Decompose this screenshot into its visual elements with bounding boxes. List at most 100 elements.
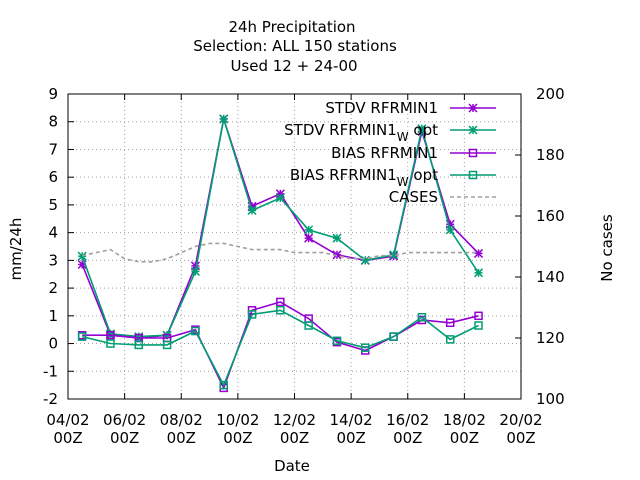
y-axis-label: mm/24h	[7, 218, 25, 281]
legend-label-main: BIAS RFRMIN1	[290, 166, 397, 184]
title-line-3: Used 12 + 24-00	[230, 57, 357, 75]
title-line-1: 24h Precipitation	[228, 18, 355, 36]
point-marker-square	[474, 321, 483, 330]
legend-label-main: STDV RFRMIN1	[284, 121, 397, 139]
legend-label: STDV RFRMIN1	[325, 99, 438, 117]
legend-label-tail: opt	[409, 166, 438, 184]
y-axis-ticks: -2 -1 0 1 2 3 4 5 6 7 8 9	[43, 85, 74, 408]
point-marker-x	[389, 250, 399, 260]
legend-label-tail: opt	[409, 121, 438, 139]
y2-tick-label: 200	[536, 85, 565, 103]
x-tick-label-time: 00Z	[280, 429, 309, 447]
point-marker-square	[106, 339, 115, 348]
y-tick-label: -2	[43, 390, 58, 408]
series-1	[77, 114, 484, 342]
x-tick-label-time: 00Z	[450, 429, 479, 447]
point-marker-x	[77, 251, 87, 261]
point-marker-square	[445, 318, 455, 327]
point-marker-x	[134, 332, 144, 342]
y-tick-label: 8	[48, 113, 58, 131]
legend-label-subscript: W	[397, 130, 409, 144]
x-tick-label-time: 00Z	[223, 429, 252, 447]
point-marker-square	[474, 311, 483, 321]
x-tick-label-time: 00Z	[506, 429, 535, 447]
x-axis-label: Date	[274, 457, 310, 475]
y-tick-label: 5	[48, 196, 58, 214]
series-line	[82, 242, 479, 263]
legend-label: CASES	[389, 188, 438, 206]
x-tick-label-date: 14/02	[330, 411, 373, 429]
series-3	[77, 306, 483, 390]
point-marker-square	[276, 297, 285, 307]
x-axis-ticks: 04/0200Z06/0200Z08/0200Z10/0200Z12/0200Z…	[46, 94, 543, 447]
point-marker-square	[468, 170, 478, 180]
y-tick-label: 9	[48, 85, 58, 103]
series-4	[82, 242, 479, 263]
point-marker-x	[332, 233, 342, 243]
x-tick-label-time: 00Z	[167, 429, 196, 447]
y-tick-label: 2	[48, 279, 58, 297]
point-marker-square	[332, 336, 342, 346]
legend-label: BIAS RFRMIN1W opt	[290, 166, 438, 189]
title-line-2: Selection: ALL 150 stations	[193, 37, 397, 55]
point-marker-x	[474, 248, 484, 258]
y2-tick-label: 140	[536, 268, 565, 286]
y-tick-label: 7	[48, 140, 58, 158]
chart-title: 24h Precipitation Selection: ALL 150 sta…	[193, 18, 397, 75]
x-tick-label-date: 18/02	[443, 411, 486, 429]
point-marker-square	[276, 306, 285, 315]
y2-tick-label: 180	[536, 146, 565, 164]
y2-axis-ticks: 100 120 140 160 180 200	[515, 85, 565, 408]
legend-label: STDV RFRMIN1W opt	[284, 121, 438, 144]
y2-tick-label: 160	[536, 207, 565, 225]
x-tick-label-time: 00Z	[393, 429, 422, 447]
y-tick-label: 3	[48, 251, 58, 269]
point-marker-square	[247, 310, 257, 319]
point-marker-square	[468, 148, 478, 158]
y-tick-label: 4	[48, 224, 58, 242]
point-marker-x	[468, 125, 478, 135]
legend-label-subscript: W	[397, 175, 409, 189]
legend-entry: BIAS RFRMIN1W opt	[290, 166, 496, 189]
point-marker-square	[304, 321, 313, 330]
point-marker-x	[304, 225, 314, 235]
point-marker-square	[162, 340, 172, 350]
point-marker-square	[106, 330, 115, 340]
point-marker-x	[275, 193, 285, 203]
point-marker-x	[190, 266, 200, 276]
y-tick-label: -1	[43, 362, 58, 380]
point-marker-square	[77, 332, 87, 341]
point-marker-x	[247, 205, 257, 215]
y2-tick-label: 100	[536, 390, 565, 408]
x-tick-label-date: 06/02	[103, 411, 146, 429]
series-line	[82, 309, 479, 388]
legend-label: BIAS RFRMIN1	[331, 144, 438, 162]
x-tick-label-date: 04/02	[46, 411, 89, 429]
point-marker-square	[191, 326, 200, 336]
series-line	[82, 301, 479, 390]
point-marker-square	[389, 332, 398, 341]
y-tick-label: 1	[48, 307, 58, 325]
y2-axis-label: No cases	[598, 214, 616, 282]
legend-entry: STDV RFRMIN1	[325, 99, 496, 117]
y-tick-label: 6	[48, 168, 58, 186]
x-tick-label-time: 00Z	[53, 429, 82, 447]
x-tick-label-time: 00Z	[110, 429, 139, 447]
y2-tick-label: 120	[536, 329, 565, 347]
legend-entry: CASES	[389, 188, 496, 206]
point-marker-square	[417, 312, 427, 322]
x-tick-label-date: 16/02	[386, 411, 429, 429]
point-marker-x	[468, 103, 478, 113]
series-layer	[77, 114, 484, 393]
point-marker-square	[445, 335, 455, 344]
point-marker-x	[304, 233, 314, 243]
point-marker-x	[474, 268, 484, 278]
point-marker-x	[417, 124, 427, 134]
legend-entry: BIAS RFRMIN1	[331, 144, 496, 162]
x-tick-label-time: 00Z	[336, 429, 365, 447]
y-tick-label: 0	[48, 335, 58, 353]
legend-entry: STDV RFRMIN1W opt	[284, 121, 496, 144]
grid-lines	[68, 94, 521, 399]
